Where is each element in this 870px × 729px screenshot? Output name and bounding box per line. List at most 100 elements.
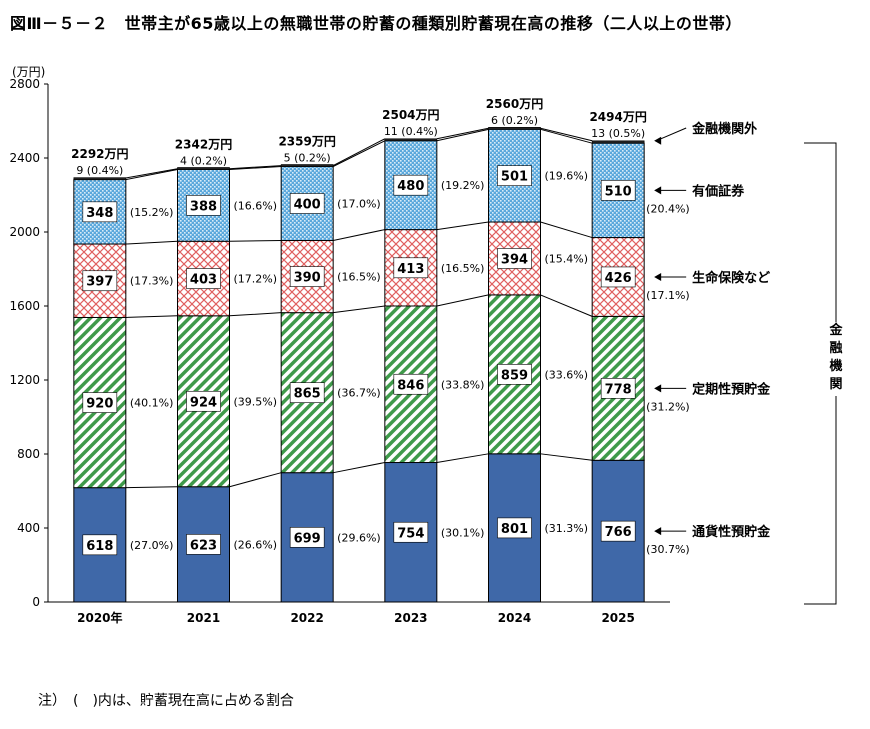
percent-label: (17.0%) xyxy=(337,198,381,211)
value-label-box xyxy=(186,268,221,289)
x-tick-label: 2023 xyxy=(394,611,427,625)
y-axis-unit-label: (万円) xyxy=(12,65,45,79)
segment-non-financial xyxy=(280,164,334,167)
value-label-box xyxy=(600,266,636,288)
segment-non-financial xyxy=(591,140,645,144)
legend-bracket-gap xyxy=(826,322,846,396)
legend-arrowhead xyxy=(654,186,662,195)
legend-arrowhead xyxy=(654,527,662,536)
connector-line xyxy=(125,221,593,245)
total-label: 2292万円 xyxy=(71,147,128,161)
value-label: 865 xyxy=(294,387,321,402)
x-tick-label: 2021 xyxy=(187,611,220,625)
percent-label: (39.5%) xyxy=(234,395,278,408)
percent-label: (15.4%) xyxy=(545,252,589,265)
percent-label: (19.6%) xyxy=(545,170,589,183)
percent-label: (33.6%) xyxy=(545,368,589,381)
value-label-box xyxy=(186,390,221,412)
value-label: 413 xyxy=(397,262,424,277)
legend-bracket-label: 金融機関 xyxy=(828,322,843,392)
percent-label: (36.7%) xyxy=(337,387,381,400)
legend-label: 有価証券 xyxy=(692,183,745,199)
value-label-box xyxy=(393,257,429,279)
x-tick-label: 2024 xyxy=(498,611,531,625)
value-label: 400 xyxy=(294,198,321,213)
value-label-box xyxy=(393,373,429,395)
value-label: 766 xyxy=(605,525,632,540)
y-tick-label: 1200 xyxy=(9,373,40,387)
value-label: 846 xyxy=(397,378,424,393)
value-label-box xyxy=(600,180,636,201)
value-label-box xyxy=(82,270,118,292)
value-label: 426 xyxy=(605,271,632,286)
connector-line xyxy=(125,294,593,318)
value-label-box xyxy=(497,517,532,539)
x-tick-label: 2020年 xyxy=(77,610,122,625)
segment-non-financial xyxy=(73,177,127,180)
total-label: 2494万円 xyxy=(589,110,646,124)
legend-arrowhead xyxy=(654,272,662,281)
value-label: 618 xyxy=(86,539,113,554)
y-tick-label: 2000 xyxy=(9,225,40,239)
percent-label: (16.5%) xyxy=(441,262,485,275)
percent-label: (29.6%) xyxy=(337,531,381,544)
total-label: 2560万円 xyxy=(486,97,543,111)
value-label: 394 xyxy=(501,252,528,267)
x-tick-label: 2025 xyxy=(601,611,634,625)
x-tick-label: 2022 xyxy=(290,611,323,625)
percent-label: (15.2%) xyxy=(130,206,174,219)
y-tick-label: 400 xyxy=(17,521,40,535)
non-financial-label: 5 (0.2%) xyxy=(284,152,331,165)
value-label-box xyxy=(186,195,221,216)
percent-label: (16.5%) xyxy=(337,271,381,284)
value-label: 801 xyxy=(501,522,528,537)
value-label-box xyxy=(289,266,325,287)
value-label-box xyxy=(600,378,636,399)
value-label-box xyxy=(186,534,221,555)
percent-label: (19.2%) xyxy=(441,179,485,192)
percent-label: (30.7%) xyxy=(646,543,690,556)
segment-non-financial xyxy=(177,167,230,170)
y-tick-label: 1600 xyxy=(9,299,40,313)
value-label-box xyxy=(497,364,532,385)
value-label: 388 xyxy=(190,199,217,214)
value-label: 623 xyxy=(190,538,217,553)
segment-non-financial xyxy=(488,127,541,130)
legend-arrowhead xyxy=(654,136,662,145)
value-label: 924 xyxy=(190,395,217,410)
value-label-box xyxy=(289,193,325,214)
percent-label: (20.4%) xyxy=(646,202,690,215)
chart-title: 図Ⅲ－５－２ 世帯主が65歳以上の無職世帯の貯蓄の種類別貯蓄現在高の推移（二人以… xyxy=(10,14,742,33)
value-label-box xyxy=(497,248,532,269)
value-label: 699 xyxy=(294,531,321,546)
percent-label: (17.1%) xyxy=(646,289,690,302)
value-label: 390 xyxy=(294,271,321,286)
percent-label: (31.3%) xyxy=(545,522,589,535)
value-label: 778 xyxy=(605,382,632,397)
percent-label: (17.3%) xyxy=(130,275,174,288)
value-label-box xyxy=(600,520,636,542)
non-financial-label: 4 (0.2%) xyxy=(180,155,227,168)
value-label: 859 xyxy=(501,368,528,383)
connector-line xyxy=(125,453,593,489)
connector-line xyxy=(125,128,593,181)
non-financial-label: 13 (0.5%) xyxy=(591,127,645,140)
value-label-box xyxy=(393,174,429,196)
value-label-box xyxy=(82,201,118,223)
legend-label: 生命保険など xyxy=(692,270,770,286)
y-tick-label: 2800 xyxy=(9,77,40,91)
value-label-box xyxy=(289,527,325,548)
non-financial-label: 6 (0.2%) xyxy=(491,114,538,127)
value-label: 754 xyxy=(397,526,424,541)
percent-label: (31.2%) xyxy=(646,400,690,413)
legend-label: 金融機関外 xyxy=(691,121,757,137)
value-label-box xyxy=(82,534,118,556)
percent-label: (17.2%) xyxy=(234,273,278,286)
y-tick-label: 800 xyxy=(17,447,40,461)
value-label: 510 xyxy=(605,184,632,199)
legend-label: 定期性預貯金 xyxy=(691,381,771,397)
segment-non-financial xyxy=(384,138,438,142)
non-financial-label: 11 (0.4%) xyxy=(384,125,438,138)
value-label-box xyxy=(393,521,429,543)
